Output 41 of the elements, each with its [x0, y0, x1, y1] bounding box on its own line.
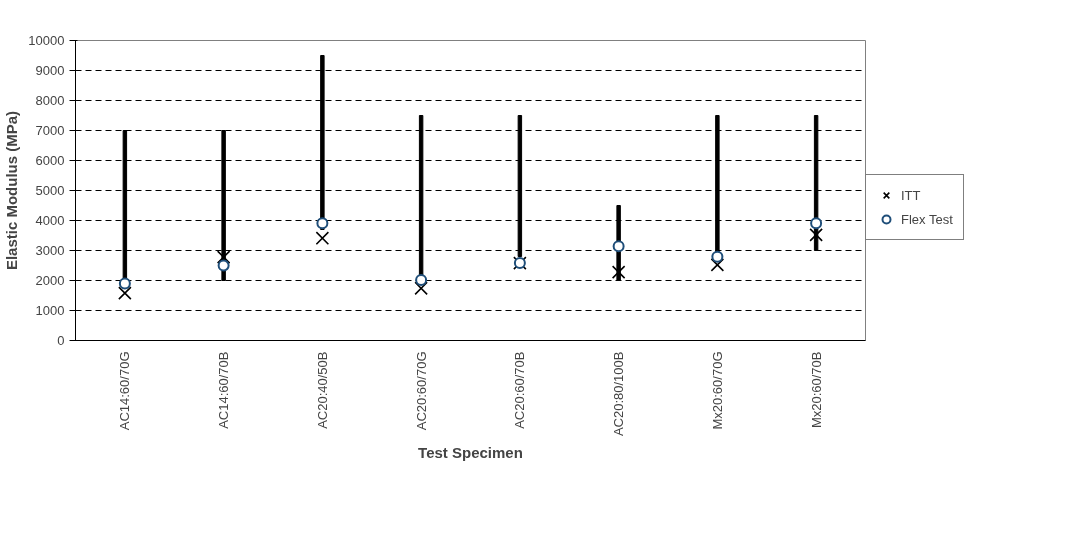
- x-tick-label: AC20:40/50B: [314, 351, 330, 429]
- y-tick-label: 2000: [35, 273, 65, 288]
- bar: [517, 115, 523, 257]
- legend-label: Flex Test: [901, 211, 953, 227]
- point: [415, 273, 428, 286]
- y-tick-label: 6000: [35, 153, 65, 168]
- x-tick-label: AC20:80/100B: [611, 351, 627, 437]
- x-tick-label: Mx20:60/70G: [709, 351, 725, 430]
- x-axis-title: Test Specimen: [418, 444, 523, 462]
- bar: [122, 130, 128, 281]
- bar: [221, 130, 226, 281]
- point: [315, 231, 330, 246]
- point: [216, 250, 231, 264]
- point: [809, 228, 823, 242]
- y-tick-label: 7000: [35, 123, 65, 138]
- y-tick-label: 3000: [35, 243, 65, 258]
- point: [612, 240, 625, 253]
- point: [711, 250, 724, 263]
- y-tick-label: 4000: [35, 213, 65, 228]
- point: [118, 286, 132, 300]
- point: [414, 281, 428, 296]
- y-tick-label: 8000: [35, 93, 65, 108]
- y-tick-label: 9000: [35, 63, 65, 78]
- y-tick-label: 1000: [35, 303, 65, 318]
- point: [316, 217, 329, 230]
- x-tick-label: AC14:60/70B: [216, 351, 232, 429]
- legend-label: ITT: [901, 187, 921, 203]
- point: [710, 258, 725, 272]
- point: [810, 217, 823, 230]
- point: [611, 265, 626, 279]
- point: [217, 259, 230, 272]
- y-tick-label: 0: [57, 333, 65, 348]
- x-tick-label: AC20:60/70B: [512, 351, 528, 429]
- x-tick-label: Mx20:60/70B: [808, 351, 824, 429]
- point: [118, 277, 131, 290]
- x-tick-label: AC14:60/70G: [117, 351, 133, 431]
- bar: [813, 115, 819, 251]
- y-axis-title: Elastic Modulus (MPa): [3, 110, 21, 271]
- y-tick-label: 10000: [28, 33, 65, 48]
- y-tick-label: 5000: [35, 183, 65, 198]
- x-tick-label: AC20:60/70G: [413, 351, 429, 431]
